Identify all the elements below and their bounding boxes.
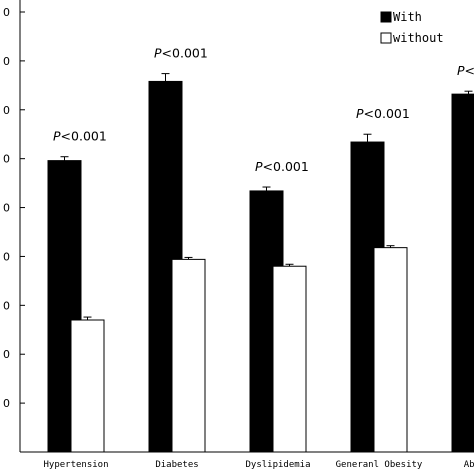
legend: With without	[380, 10, 444, 45]
y-tick-label: 0	[3, 348, 10, 361]
x-tick-label: Generanl Obesity	[336, 460, 423, 470]
legend-swatch	[380, 11, 392, 23]
bars	[47, 73, 474, 453]
significance-annotations: P<0.001 P<0.001 P<0.001 P<0.001 P<	[53, 46, 474, 174]
legend-swatch	[380, 32, 392, 44]
y-tick-label: 0	[3, 6, 10, 19]
bar-without	[373, 247, 408, 453]
y-tick-label: 0	[3, 397, 10, 410]
x-tick-label: Dyslipidemia	[245, 460, 310, 470]
y-tick-label: 0	[3, 55, 10, 68]
p-value-annotation: P<0.001	[154, 46, 208, 61]
y-tick-label: 0	[3, 299, 10, 312]
p-value-annotation: P<0.001	[53, 129, 107, 144]
y-tick-label: 0	[3, 153, 10, 166]
p-value-annotation: P<0.001	[255, 159, 309, 174]
bar-with	[451, 93, 474, 453]
y-tick-label: 0	[3, 250, 10, 263]
bar-without	[272, 265, 307, 453]
legend-label: With	[393, 10, 422, 24]
x-axis-labels: Hypertension Diabetes Dyslipidemia Generanl…	[43, 460, 474, 470]
bar-without	[171, 258, 206, 453]
y-tick-label: 0	[3, 202, 10, 215]
x-tick-label: Hypertension	[43, 460, 108, 470]
p-value-annotation: P<	[457, 63, 474, 78]
p-value-annotation: P<0.001	[356, 106, 410, 121]
y-tick-label: 0	[3, 104, 10, 117]
x-tick-label: Diabetes	[155, 460, 198, 470]
bar-without	[70, 319, 105, 453]
y-axis-ticks: 0 0 0 0 0 0 0 0 0	[3, 6, 25, 410]
legend-label: without	[393, 31, 444, 45]
x-tick-label: Abdomi	[464, 460, 474, 470]
